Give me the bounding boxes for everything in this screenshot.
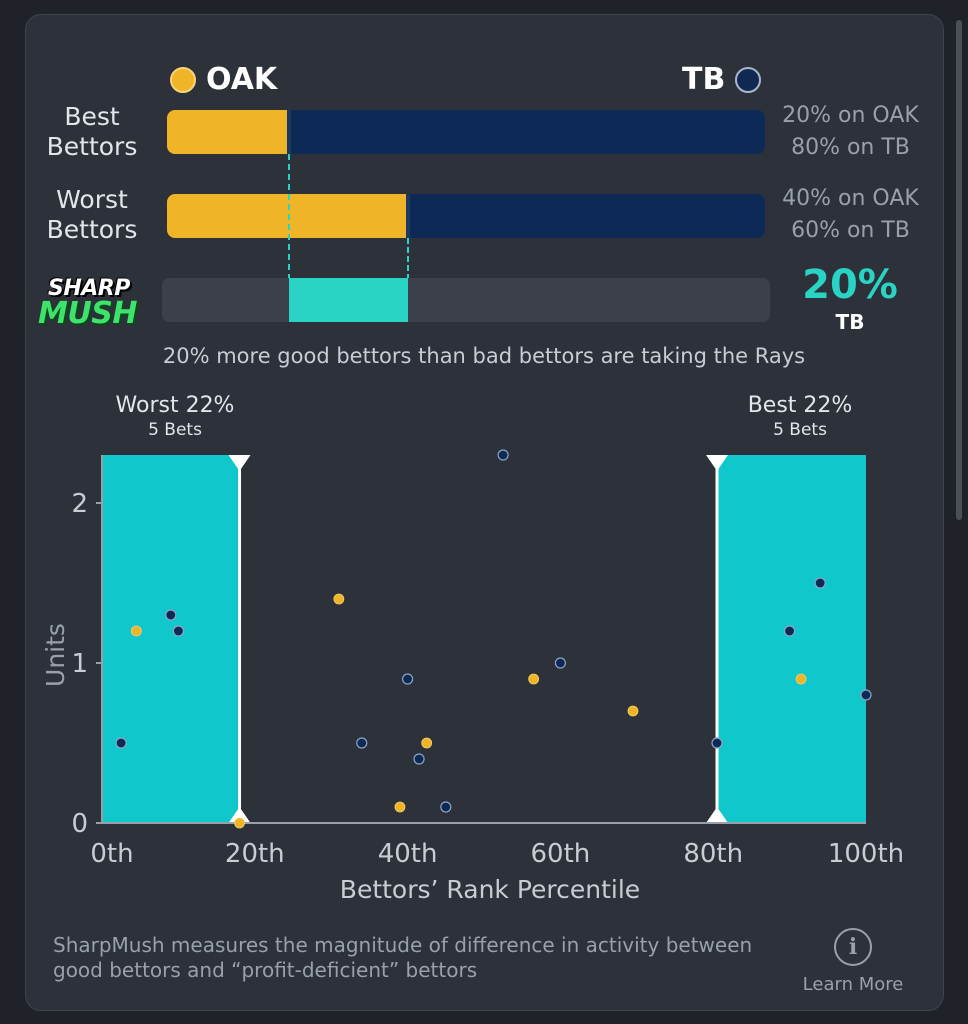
sharpmush-summary: 20% more good bettors than bad bettors a…	[162, 344, 806, 368]
best-label-line2: Bettors	[46, 132, 138, 161]
point-tb-10	[783, 625, 796, 637]
info-icon[interactable]: i	[834, 928, 872, 966]
point-tb-12	[860, 689, 872, 701]
point-oak-4	[528, 673, 540, 685]
worst-bettors-bar	[167, 194, 765, 238]
best-band-bets: 5 Bets	[773, 420, 827, 440]
y-tick-label-2: 2	[71, 489, 88, 519]
highlight-band-0	[102, 455, 240, 823]
point-oak-7	[234, 817, 245, 829]
highlight-band-1	[717, 455, 866, 823]
point-oak-1	[333, 593, 345, 605]
worst-label-line2: Bettors	[46, 215, 138, 244]
point-oak-6	[795, 673, 807, 685]
worst-band-label: Worst 22% 5 Bets	[75, 393, 275, 440]
team-oak-header: OAK	[170, 62, 277, 97]
logo-line2: MUSH	[38, 296, 137, 331]
sharpmush-logo: SHARP MUSH	[36, 276, 151, 336]
sharpmush-team: TB	[835, 310, 865, 334]
best-oak-segment	[167, 110, 287, 154]
point-tb-2	[172, 625, 184, 637]
best-bettors-pct: 20% on OAK 80% on TB	[773, 100, 928, 164]
point-tb-1	[165, 609, 177, 621]
point-oak-0	[130, 625, 142, 637]
x-tick-label-0: 0th	[90, 839, 133, 869]
worst-bettors-pct: 40% on OAK 60% on TB	[773, 183, 928, 247]
best-tb-pct: 80% on TB	[791, 135, 910, 160]
point-tb-6	[440, 801, 452, 813]
sharpmush-diff-fill	[288, 278, 409, 322]
point-tb-5	[413, 753, 425, 765]
worst-tb-pct: 60% on TB	[791, 218, 910, 243]
x-tick-label-3: 60th	[531, 839, 591, 869]
point-tb-9	[711, 737, 723, 749]
worst-oak-pct: 40% on OAK	[782, 186, 919, 211]
point-oak-3	[421, 737, 433, 749]
best-bettors-bar	[167, 110, 765, 154]
scrollbar[interactable]	[956, 20, 962, 520]
band-handle-bottom-0	[228, 807, 251, 823]
x-axis-label: Bettors’ Rank Percentile	[340, 875, 640, 904]
x-tick-label-4: 80th	[683, 839, 743, 869]
point-tb-7	[497, 449, 509, 461]
point-oak-2	[394, 801, 406, 813]
sharpmush-diff-pct: 20%	[802, 262, 898, 308]
tb-dot-icon	[735, 66, 762, 93]
learn-more-label[interactable]: Learn More	[802, 974, 904, 995]
y-tick-label-1: 1	[71, 649, 88, 679]
oak-dot-icon	[170, 66, 196, 93]
worst-oak-segment	[167, 194, 407, 238]
best-oak-pct: 20% on OAK	[782, 103, 919, 128]
band-handle-top-0	[228, 455, 251, 471]
worst-tb-segment	[406, 194, 765, 238]
worst-label-line1: Worst	[56, 185, 128, 214]
y-axis-label: Units	[41, 623, 70, 687]
point-tb-4	[402, 673, 414, 685]
y-tick-label-0: 0	[71, 809, 88, 839]
footer-description: SharpMush measures the magnitude of diff…	[53, 933, 753, 982]
point-tb-11	[814, 577, 826, 589]
learn-more-button[interactable]: i Learn More	[790, 928, 916, 995]
best-divider-guide	[287, 154, 290, 280]
point-tb-8	[554, 657, 567, 669]
worst-bettors-label: Worst Bettors	[27, 185, 157, 245]
best-band-title: Best 22%	[747, 393, 853, 418]
point-tb-0	[115, 737, 127, 749]
team-oak-label: OAK	[206, 62, 278, 97]
best-tb-segment	[286, 110, 765, 154]
point-tb-3	[356, 737, 368, 749]
worst-divider-guide	[407, 238, 410, 280]
sharpmush-bar	[162, 278, 770, 322]
band-handle-bottom-1	[706, 807, 729, 823]
x-tick-label-5: 100th	[828, 839, 904, 869]
band-handle-top-1	[706, 455, 729, 471]
point-oak-5	[627, 705, 639, 717]
best-bettors-label: Best Bettors	[27, 102, 157, 162]
team-tb-label: TB	[682, 62, 726, 97]
team-tb-header: TB	[682, 62, 762, 97]
best-band-label: Best 22% 5 Bets	[700, 393, 900, 440]
worst-band-bets: 5 Bets	[148, 420, 202, 440]
logo-line1: SHARP	[48, 276, 130, 301]
x-tick-label-1: 20th	[225, 839, 285, 869]
x-tick-label-2: 40th	[378, 839, 438, 869]
best-label-line1: Best	[64, 102, 120, 131]
worst-band-title: Worst 22%	[115, 393, 235, 418]
